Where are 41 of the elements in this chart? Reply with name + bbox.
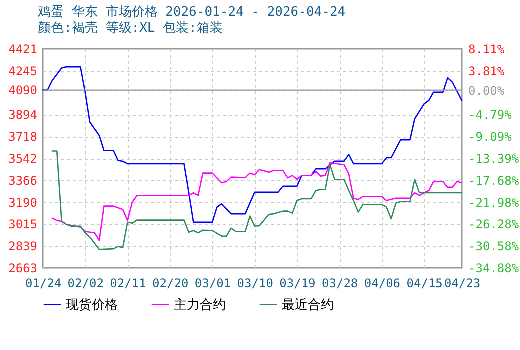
x-tick-label: 04/23 xyxy=(444,276,481,290)
x-tick-label: 03/10 xyxy=(237,276,274,290)
x-tick-label: 03/01 xyxy=(194,276,232,290)
x-tick-label: 03/28 xyxy=(322,276,358,290)
y2-tick-label: -9.09% xyxy=(468,130,513,144)
legend-label: 最近合约 xyxy=(282,296,334,312)
legend-label: 主力合约 xyxy=(174,296,226,312)
x-tick-label: 04/15 xyxy=(406,276,443,290)
x-tick-label: 03/19 xyxy=(280,276,316,290)
y2-tick-label: -30.58% xyxy=(468,240,520,254)
y2-tick-label: 8.11% xyxy=(468,42,506,56)
y-tick-label: 4090 xyxy=(8,84,38,98)
y2-tick-label: -17.68% xyxy=(468,174,520,188)
line-series xyxy=(42,66,463,224)
y2-tick-label: 3.81% xyxy=(468,64,506,78)
x-tick-label: 02/02 xyxy=(68,276,104,290)
y2-tick-label: -13.39% xyxy=(468,152,520,166)
y2-tick-label: -26.28% xyxy=(468,218,520,232)
y-tick-label: 2839 xyxy=(8,240,38,254)
y2-tick-label: -34.88% xyxy=(468,262,520,276)
y-tick-label: 3718 xyxy=(8,130,38,144)
line-series xyxy=(52,150,463,250)
chart-subtitle: 颜色:褐壳 等级:XL 包装:箱装 xyxy=(38,21,223,36)
y-tick-label: 3015 xyxy=(8,218,38,232)
y-tick-label: 4245 xyxy=(8,64,38,78)
x-tick-label: 02/20 xyxy=(152,276,189,290)
legend-label: 现货价格 xyxy=(66,296,118,312)
y-tick-label: 3894 xyxy=(8,108,38,122)
x-tick-label: 04/06 xyxy=(364,276,401,290)
line-series xyxy=(52,162,463,242)
x-tick-label: 01/24 xyxy=(25,276,62,290)
y-tick-label: 4421 xyxy=(8,42,38,56)
y2-tick-label: -21.98% xyxy=(468,196,520,210)
y-tick-label: 2663 xyxy=(8,262,38,276)
chart-title: 鸡蛋 华东 市场价格 2026-01-24 - 2026-04-24 xyxy=(37,5,346,20)
y-tick-label: 3190 xyxy=(8,196,38,210)
y2-tick-label: -4.79% xyxy=(468,108,513,122)
y2-tick-label: 0.00% xyxy=(468,84,506,98)
x-tick-label: 02/11 xyxy=(110,276,146,290)
y-tick-label: 3366 xyxy=(8,174,38,188)
y-tick-label: 3542 xyxy=(8,152,38,166)
